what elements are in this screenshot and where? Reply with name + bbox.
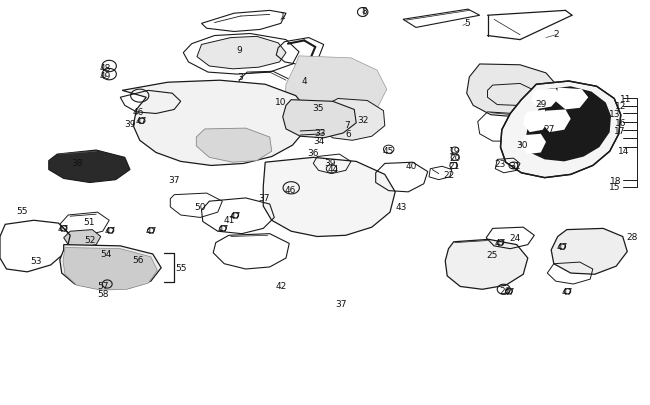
Polygon shape <box>122 81 309 166</box>
Text: 56: 56 <box>133 256 144 264</box>
Text: 8: 8 <box>361 7 367 16</box>
Text: 31: 31 <box>510 162 521 171</box>
Text: 36: 36 <box>307 149 318 158</box>
Text: 37: 37 <box>335 299 346 308</box>
Text: 47: 47 <box>58 224 70 233</box>
Text: 41: 41 <box>224 215 235 224</box>
Text: 47: 47 <box>562 287 573 296</box>
Text: 34: 34 <box>313 136 325 145</box>
Text: 46: 46 <box>133 108 144 117</box>
Text: 2: 2 <box>553 30 558 39</box>
Text: 33: 33 <box>315 128 326 137</box>
Text: 35: 35 <box>313 104 324 113</box>
Text: 55: 55 <box>16 207 28 216</box>
Text: 52: 52 <box>84 235 96 244</box>
Polygon shape <box>197 37 286 70</box>
Text: 42: 42 <box>276 281 287 290</box>
Text: 44: 44 <box>328 165 339 174</box>
Polygon shape <box>445 240 528 290</box>
Polygon shape <box>196 129 272 163</box>
Text: 38: 38 <box>71 159 83 168</box>
Text: 58: 58 <box>97 289 109 298</box>
Polygon shape <box>521 134 546 155</box>
Text: 14: 14 <box>618 146 630 155</box>
Text: 47: 47 <box>136 117 148 126</box>
Text: 50: 50 <box>194 202 205 211</box>
Polygon shape <box>543 110 571 133</box>
Text: 1: 1 <box>280 12 285 21</box>
Text: 47: 47 <box>556 243 568 252</box>
Text: 43: 43 <box>396 202 408 211</box>
Text: 13: 13 <box>608 110 620 119</box>
Text: 37: 37 <box>168 176 180 185</box>
Polygon shape <box>60 245 161 290</box>
Text: 27: 27 <box>543 124 554 133</box>
Text: 17: 17 <box>614 126 625 135</box>
Text: 6: 6 <box>345 130 350 139</box>
Polygon shape <box>525 87 611 162</box>
Text: 4: 4 <box>302 77 307 85</box>
Text: 5: 5 <box>464 19 469 28</box>
Polygon shape <box>467 65 558 117</box>
Polygon shape <box>263 158 395 237</box>
Polygon shape <box>523 110 549 133</box>
Text: 47: 47 <box>217 224 229 233</box>
Polygon shape <box>64 230 101 248</box>
Text: 7: 7 <box>344 121 350 130</box>
Text: 32: 32 <box>357 116 369 125</box>
Text: 49: 49 <box>99 72 111 81</box>
Text: 19: 19 <box>449 146 461 155</box>
Text: 15: 15 <box>608 183 620 192</box>
Text: 47: 47 <box>495 239 506 247</box>
Text: 21: 21 <box>448 162 460 171</box>
Text: 20: 20 <box>449 153 461 162</box>
Text: 46: 46 <box>285 185 296 194</box>
Text: 23: 23 <box>495 160 506 168</box>
Polygon shape <box>556 88 588 110</box>
Text: 22: 22 <box>443 171 454 180</box>
Text: 47: 47 <box>229 211 241 220</box>
Text: 40: 40 <box>406 162 417 171</box>
Text: 39: 39 <box>124 120 136 129</box>
Text: 11: 11 <box>619 95 631 104</box>
Text: 55: 55 <box>175 264 187 273</box>
Polygon shape <box>532 89 560 109</box>
Text: 30: 30 <box>516 141 528 149</box>
Text: 47: 47 <box>145 226 157 235</box>
Text: 54: 54 <box>100 250 112 259</box>
Text: 57: 57 <box>97 281 109 290</box>
Text: 37: 37 <box>258 194 270 203</box>
Text: 47: 47 <box>105 226 116 235</box>
Polygon shape <box>283 100 356 139</box>
Text: 16: 16 <box>615 118 627 127</box>
Polygon shape <box>49 151 130 183</box>
Text: 9: 9 <box>237 46 242 55</box>
Text: 18: 18 <box>610 177 622 185</box>
Text: 28: 28 <box>626 232 638 241</box>
Polygon shape <box>551 229 627 275</box>
Text: 45: 45 <box>383 146 395 155</box>
Text: 10: 10 <box>275 98 287 107</box>
Text: 25: 25 <box>486 251 498 260</box>
Text: 3: 3 <box>238 72 243 81</box>
Polygon shape <box>285 57 387 124</box>
Text: 29: 29 <box>536 100 547 109</box>
Text: 24: 24 <box>509 233 521 242</box>
Text: 26: 26 <box>499 286 511 295</box>
Polygon shape <box>500 82 621 178</box>
Text: 51: 51 <box>83 217 95 226</box>
Polygon shape <box>63 248 157 290</box>
Text: 53: 53 <box>30 257 42 266</box>
Text: 47: 47 <box>503 287 515 296</box>
Text: 48: 48 <box>99 64 111 72</box>
Polygon shape <box>318 99 385 141</box>
Text: 12: 12 <box>615 102 627 111</box>
Text: 39: 39 <box>324 159 336 168</box>
